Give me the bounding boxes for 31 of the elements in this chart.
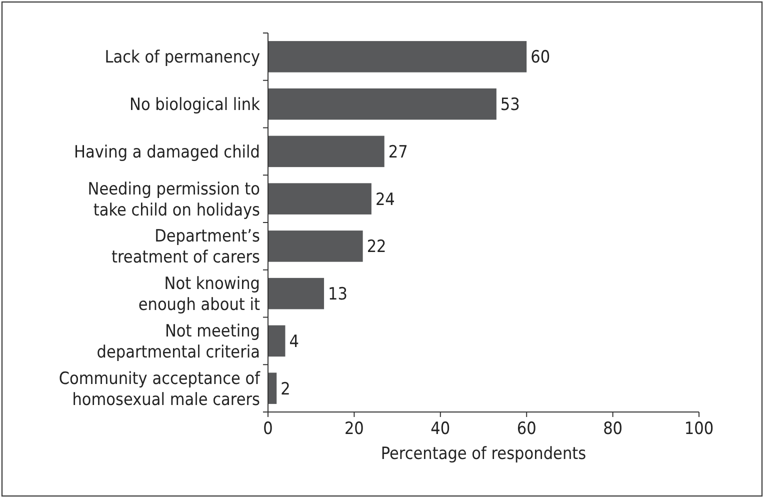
bar — [268, 230, 363, 262]
y-tick-label: Lack of permanency — [104, 48, 260, 68]
x-tick-label: 60 — [516, 419, 536, 439]
y-tick-label: Needing permission to take child on holidays — [88, 179, 260, 220]
x-tick-label: 20 — [344, 419, 364, 439]
data-label: 13 — [328, 284, 348, 305]
data-label: 53 — [500, 95, 520, 116]
x-tick-label: 0 — [263, 419, 273, 439]
data-label: 24 — [375, 190, 395, 210]
y-tick-label: Not meeting departmental criteria — [96, 321, 260, 362]
y-tick-label: Having a damaged child — [74, 142, 260, 162]
data-label: 4 — [289, 332, 299, 352]
x-axis-title: Percentage of respondents — [380, 444, 586, 464]
data-label: 2 — [280, 379, 290, 400]
x-tick-label: 100 — [684, 419, 714, 439]
x-tick-label: 80 — [603, 419, 623, 439]
y-tick-label: Department’s treatment of carers — [112, 226, 260, 268]
bar — [268, 136, 384, 168]
bar — [268, 372, 277, 404]
data-label: 22 — [366, 237, 386, 258]
bar — [268, 88, 496, 120]
y-tick-label: Not knowing enough about it — [138, 274, 260, 316]
data-label: 60 — [530, 48, 550, 68]
bar — [268, 41, 527, 72]
bar — [268, 278, 324, 310]
y-tick-label: Community acceptance of homosexual male carers — [58, 368, 261, 410]
x-tick-label: 40 — [430, 419, 450, 439]
y-tick-label: No biological link — [130, 95, 260, 116]
data-label: 27 — [388, 142, 408, 162]
bar — [268, 183, 372, 214]
bar — [268, 325, 286, 357]
